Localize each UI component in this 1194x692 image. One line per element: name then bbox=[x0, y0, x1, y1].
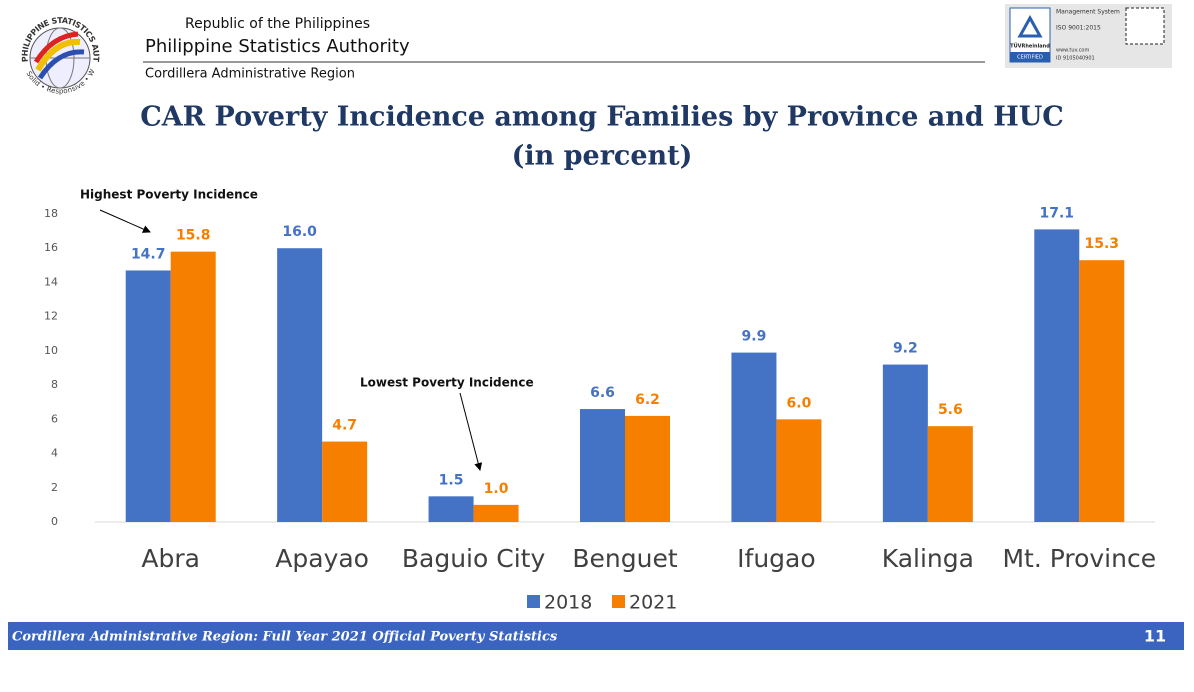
y-tick-label: 8 bbox=[51, 378, 58, 391]
bar bbox=[1079, 260, 1125, 522]
value-label: 6.2 bbox=[635, 392, 660, 408]
y-tick-label: 2 bbox=[51, 481, 58, 494]
bar bbox=[322, 441, 368, 522]
annotation: Lowest Poverty Incidence bbox=[360, 376, 534, 390]
value-label: 15.8 bbox=[176, 228, 211, 244]
value-label: 4.7 bbox=[332, 418, 357, 434]
value-label: 14.7 bbox=[131, 246, 166, 262]
bar bbox=[277, 248, 323, 522]
bar bbox=[731, 352, 777, 522]
bar bbox=[125, 270, 171, 522]
x-tick-label: Kalinga bbox=[882, 544, 974, 573]
badge-iso: ISO 9001:2015 bbox=[1056, 25, 1101, 32]
value-label: 5.6 bbox=[938, 402, 963, 418]
badge-site: www.tuv.com bbox=[1056, 48, 1089, 54]
y-tick-label: 4 bbox=[51, 447, 58, 460]
chart-title: CAR Poverty Incidence among Families by … bbox=[140, 102, 1064, 133]
y-tick-label: 12 bbox=[44, 310, 58, 323]
value-label: 6.0 bbox=[787, 395, 812, 411]
y-tick-label: 6 bbox=[51, 412, 58, 425]
annotation: Highest Poverty Incidence bbox=[80, 188, 258, 202]
cert-badge: Management System ISO 9001:2015 TÜVRhein… bbox=[1005, 4, 1172, 68]
logo: PHILIPPINE STATISTICS AUTHORITY Solid • … bbox=[0, 0, 101, 96]
legend-swatch bbox=[527, 595, 540, 608]
footer-bar bbox=[8, 622, 1184, 650]
value-label: 16.0 bbox=[282, 224, 317, 240]
bar bbox=[1034, 229, 1080, 522]
chart-subtitle: (in percent) bbox=[512, 141, 693, 172]
annotation-arrow bbox=[99, 209, 151, 233]
badge-certified: CERTIFIED bbox=[1017, 55, 1043, 61]
legend-swatch bbox=[612, 595, 625, 608]
x-tick-label: Baguio City bbox=[402, 544, 546, 573]
header-line3: Cordillera Administrative Region bbox=[145, 67, 355, 82]
value-label: 9.2 bbox=[893, 341, 918, 357]
x-tick-label: Benguet bbox=[572, 544, 677, 573]
footer-text: Cordillera Administrative Region: Full Y… bbox=[12, 630, 558, 645]
legend-label: 2018 bbox=[544, 592, 592, 614]
bar bbox=[776, 419, 822, 522]
badge-brand: TÜVRheinland bbox=[1010, 43, 1050, 50]
bar bbox=[473, 504, 519, 522]
y-tick-label: 14 bbox=[44, 275, 58, 288]
y-tick-label: 18 bbox=[44, 207, 58, 220]
badge-system: Management System bbox=[1056, 9, 1120, 16]
page-number: 11 bbox=[1144, 627, 1166, 646]
annotation-arrow bbox=[459, 392, 483, 471]
value-label: 9.9 bbox=[742, 329, 767, 345]
y-tick-label: 10 bbox=[44, 344, 58, 357]
header-line1: Republic of the Philippines bbox=[185, 16, 370, 32]
x-tick-label: Ifugao bbox=[737, 544, 816, 573]
bar bbox=[625, 415, 670, 522]
legend-label: 2021 bbox=[629, 592, 677, 614]
bar bbox=[580, 409, 625, 522]
y-tick-label: 16 bbox=[44, 241, 58, 254]
x-tick-label: Apayao bbox=[275, 544, 369, 573]
header-line2: Philippine Statistics Authority bbox=[145, 36, 410, 57]
bar bbox=[927, 426, 973, 522]
value-label: 6.6 bbox=[590, 385, 615, 401]
bar bbox=[170, 251, 216, 522]
value-label: 15.3 bbox=[1085, 236, 1120, 252]
badge-id: ID 9105040901 bbox=[1056, 56, 1095, 62]
x-tick-label: Abra bbox=[141, 544, 200, 573]
value-label: 1.0 bbox=[484, 481, 509, 497]
x-tick-label: Mt. Province bbox=[1002, 544, 1156, 573]
bar bbox=[428, 496, 474, 522]
value-label: 1.5 bbox=[439, 472, 464, 488]
bar bbox=[882, 364, 928, 522]
value-label: 17.1 bbox=[1040, 205, 1075, 221]
y-tick-label: 0 bbox=[51, 515, 58, 528]
